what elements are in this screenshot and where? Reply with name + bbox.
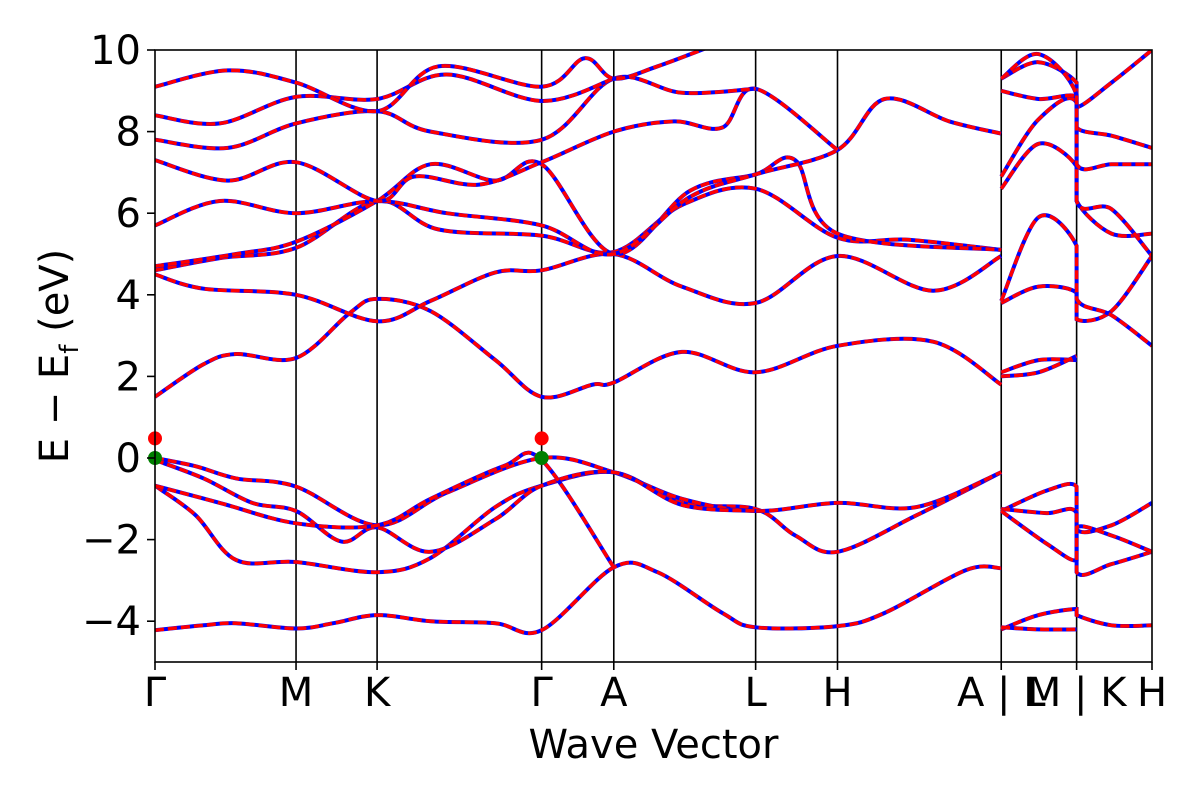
- x-tick-label: L: [744, 670, 767, 716]
- y-axis-label-main: E − E: [32, 354, 78, 464]
- band-line-overlay: [155, 185, 1002, 273]
- band-line-overlay: [155, 251, 1003, 324]
- band-line-overlay: [155, 455, 1002, 528]
- y-tick-label: 6: [116, 191, 141, 237]
- band-line-overlay: [155, 96, 1002, 257]
- x-tick-label: M: [279, 670, 314, 716]
- band-line-overlay: [155, 458, 756, 554]
- band-line-overlay: [155, 75, 756, 151]
- band-extrema-markers: [148, 431, 549, 465]
- x-tick-label: K: [364, 670, 392, 716]
- y-axis-label: E − Ef (eV): [32, 249, 85, 464]
- band-line-primary: [155, 296, 1003, 400]
- cbm-marker: [534, 431, 549, 446]
- x-tick-label: H: [822, 670, 852, 716]
- y-tick-label: 10: [90, 28, 141, 74]
- x-axis-label: Wave Vector: [529, 722, 780, 768]
- x-tick-label: A | L: [957, 670, 1046, 716]
- band-line-overlay: [155, 87, 839, 203]
- x-tick-label: M | K: [1027, 670, 1128, 716]
- band-line-primary: [1001, 625, 1077, 632]
- x-tick-label: Γ: [144, 670, 167, 716]
- band-line-primary: [155, 251, 1003, 324]
- y-tick-label: 4: [116, 273, 141, 319]
- y-tick-label: 2: [116, 354, 141, 400]
- band-line-overlay: [1000, 482, 1152, 534]
- y-tick-label: 8: [116, 110, 141, 156]
- plot-frame: [154, 49, 1153, 663]
- x-tick-label: Γ: [530, 670, 553, 716]
- band-line-primary: [155, 560, 1002, 636]
- band-line-overlay: [1001, 354, 1078, 379]
- y-axis-label-unit: (eV): [32, 249, 78, 345]
- band-line-overlay: [1000, 509, 1152, 563]
- band-series: [155, 50, 1152, 636]
- band-line-overlay: [155, 50, 707, 113]
- band-line-overlay: [155, 560, 1002, 635]
- band-line-overlay: [155, 297, 1003, 400]
- y-axis-label-subscript: f: [55, 344, 85, 354]
- y-tick-label: −2: [82, 518, 141, 564]
- kpoint-divider-lines: [295, 50, 1078, 662]
- y-axis-ticks: −4 −2 0 2 4 6 8 10: [82, 28, 155, 645]
- band-line-overlay: [1001, 625, 1077, 632]
- band-line-primary: [155, 455, 1002, 528]
- band-line-primary: [155, 96, 1002, 257]
- y-tick-label: 0: [116, 436, 141, 482]
- band-line-overlay: [155, 72, 615, 126]
- band-line-overlay: [999, 213, 1152, 348]
- band-line-overlay: [1000, 254, 1152, 323]
- x-tick-label: A: [600, 670, 628, 716]
- band-line-overlay: [1000, 607, 1152, 632]
- y-tick-label: −4: [82, 599, 141, 645]
- band-line-overlay: [1000, 52, 1152, 172]
- band-line-overlay: [999, 96, 1152, 258]
- band-line-overlay: [155, 155, 1002, 268]
- x-tick-label: H: [1137, 670, 1167, 716]
- vbm-marker: [534, 451, 549, 465]
